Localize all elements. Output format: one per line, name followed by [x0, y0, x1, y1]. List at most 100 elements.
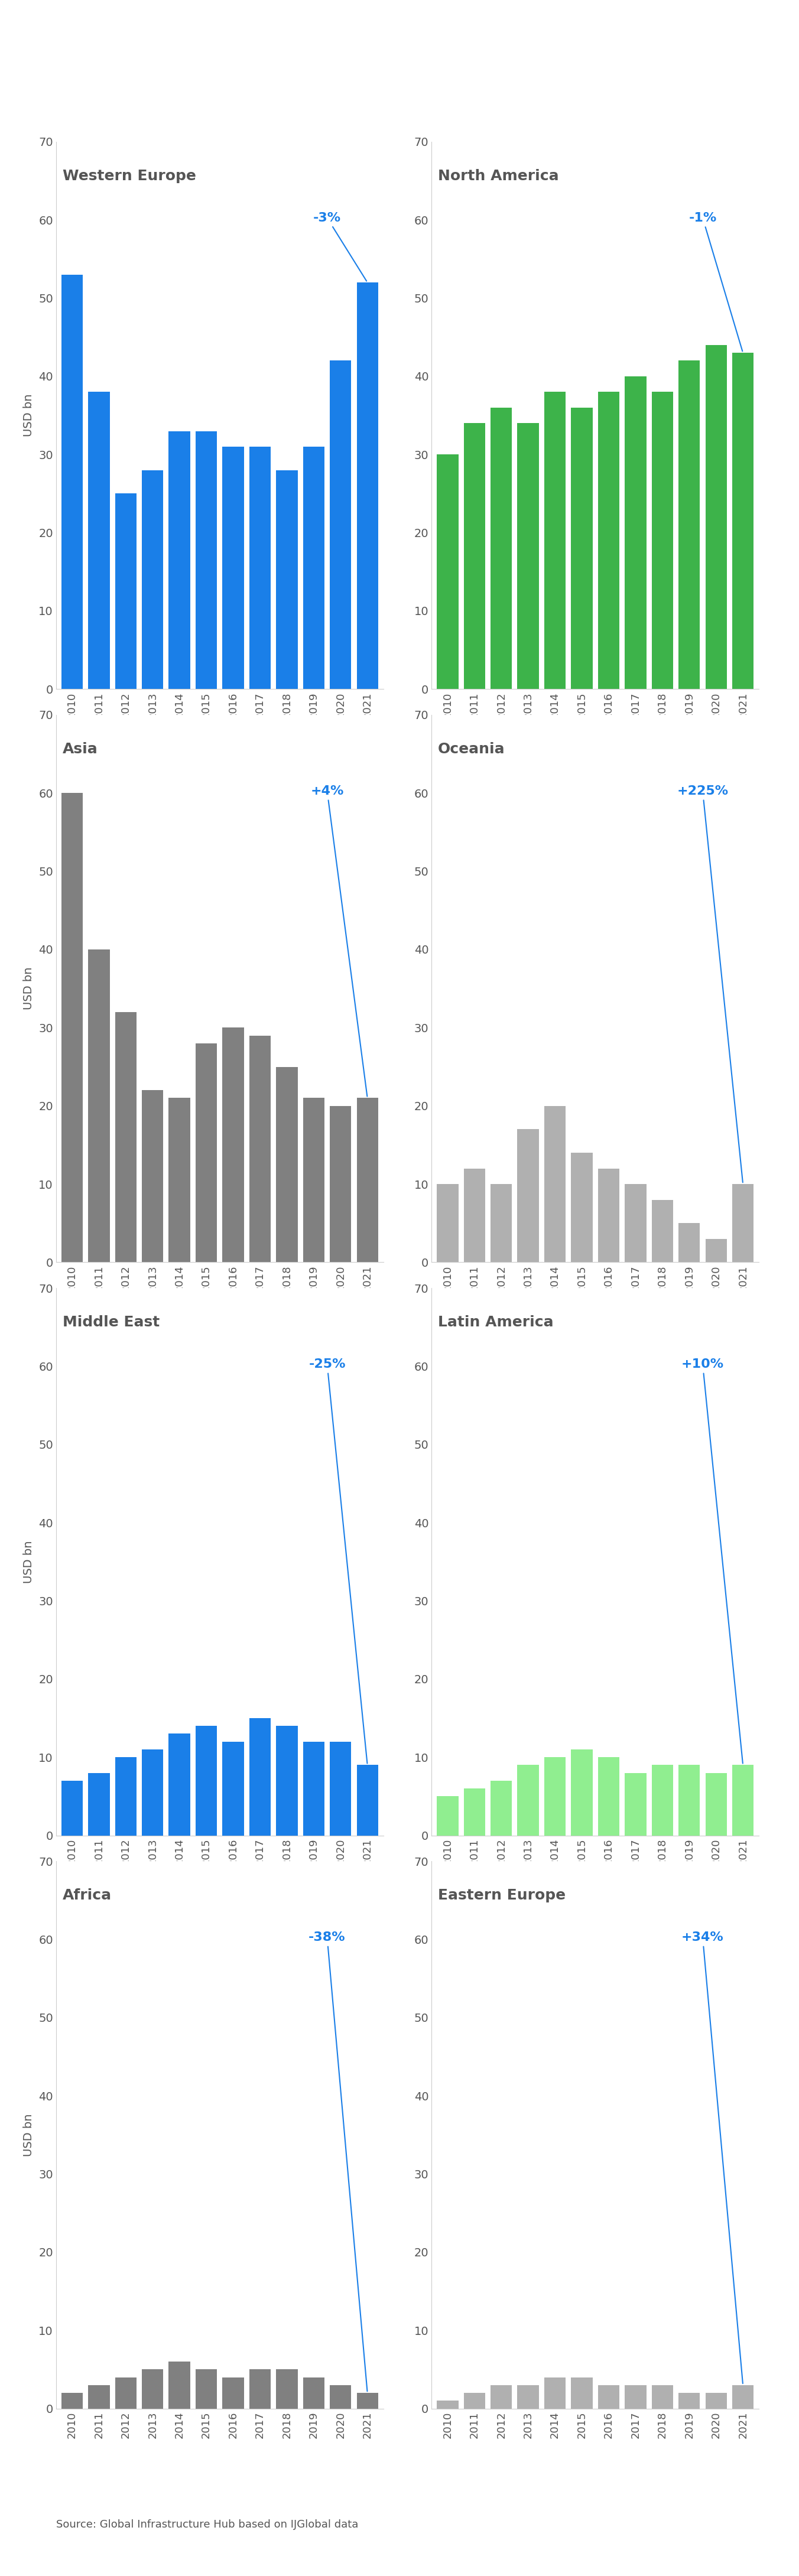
Bar	[276, 1726, 297, 1834]
Bar	[437, 453, 459, 688]
Bar	[330, 1741, 352, 1834]
Bar	[544, 392, 566, 688]
Bar	[463, 422, 485, 688]
Bar	[249, 2370, 271, 2409]
Bar	[88, 1772, 109, 1834]
Bar	[678, 1224, 700, 1262]
Bar	[652, 1200, 673, 1262]
Bar	[518, 1765, 539, 1834]
Bar	[249, 1718, 271, 1834]
Bar	[598, 2385, 619, 2409]
Bar	[222, 2378, 244, 2409]
Bar	[330, 2385, 352, 2409]
Bar	[678, 2393, 700, 2409]
Bar	[169, 1097, 190, 1262]
Bar	[732, 2385, 753, 2409]
Bar	[142, 2370, 163, 2409]
Bar	[571, 1154, 593, 1262]
Bar	[706, 345, 727, 688]
Bar	[115, 1012, 137, 1262]
Bar	[88, 2385, 109, 2409]
Bar	[303, 2378, 324, 2409]
Text: -25%: -25%	[308, 1358, 368, 1765]
Bar	[437, 2401, 459, 2409]
Y-axis label: USD bn: USD bn	[23, 966, 34, 1010]
Text: Africa: Africa	[62, 1888, 112, 1904]
Bar	[437, 1795, 459, 1834]
Bar	[678, 1765, 700, 1834]
Bar	[571, 2378, 593, 2409]
Text: +225%: +225%	[677, 786, 743, 1182]
Bar	[88, 951, 109, 1262]
Bar	[652, 392, 673, 688]
Text: +34%: +34%	[682, 1932, 743, 2383]
Bar	[463, 1170, 485, 1262]
Text: +4%: +4%	[311, 786, 368, 1097]
Y-axis label: USD bn: USD bn	[23, 1540, 34, 1584]
Bar	[544, 1757, 566, 1834]
Bar	[625, 1772, 646, 1834]
Text: Latin America: Latin America	[438, 1316, 554, 1329]
Text: -38%: -38%	[308, 1932, 368, 2391]
Bar	[169, 1734, 190, 1834]
Text: Source: Global Infrastructure Hub based on IJGlobal data: Source: Global Infrastructure Hub based …	[56, 2519, 358, 2530]
Bar	[222, 446, 244, 688]
Bar	[62, 276, 83, 688]
Bar	[598, 1757, 619, 1834]
Bar	[276, 471, 297, 688]
Bar	[491, 1185, 512, 1262]
Bar	[142, 471, 163, 688]
Bar	[652, 1765, 673, 1834]
Bar	[169, 2362, 190, 2409]
Bar	[598, 1170, 619, 1262]
Bar	[303, 1741, 324, 1834]
Bar	[732, 1765, 753, 1834]
Bar	[732, 1185, 753, 1262]
Bar	[115, 2378, 137, 2409]
Bar	[732, 353, 753, 688]
Bar	[625, 1185, 646, 1262]
Bar	[249, 1036, 271, 1262]
Bar	[303, 1097, 324, 1262]
Text: Middle East: Middle East	[62, 1316, 160, 1329]
Bar	[303, 446, 324, 688]
Bar	[276, 1066, 297, 1262]
Y-axis label: USD bn: USD bn	[23, 2112, 34, 2156]
Bar	[571, 407, 593, 688]
Text: Asia: Asia	[62, 742, 97, 757]
Bar	[518, 2385, 539, 2409]
Bar	[463, 1788, 485, 1834]
Bar	[330, 1105, 352, 1262]
Bar	[196, 1043, 217, 1262]
Text: -3%: -3%	[313, 211, 367, 281]
Bar	[463, 2393, 485, 2409]
Bar	[222, 1741, 244, 1834]
Bar	[356, 1097, 378, 1262]
Bar	[678, 361, 700, 688]
Text: +10%: +10%	[682, 1358, 743, 1765]
Bar	[544, 2378, 566, 2409]
Bar	[706, 1772, 727, 1834]
Bar	[598, 392, 619, 688]
Bar	[62, 793, 83, 1262]
Text: Western Europe: Western Europe	[62, 170, 196, 183]
Bar	[115, 1757, 137, 1834]
Bar	[706, 1239, 727, 1262]
Text: Eastern Europe: Eastern Europe	[438, 1888, 566, 1904]
Bar	[652, 2385, 673, 2409]
Bar	[276, 2370, 297, 2409]
Bar	[249, 446, 271, 688]
Text: Oceania: Oceania	[438, 742, 505, 757]
Bar	[491, 2385, 512, 2409]
Bar	[625, 2385, 646, 2409]
Bar	[571, 1749, 593, 1834]
Bar	[88, 392, 109, 688]
Bar	[222, 1028, 244, 1262]
Bar	[625, 376, 646, 688]
Bar	[356, 1765, 378, 1834]
Bar	[356, 283, 378, 688]
Bar	[706, 2393, 727, 2409]
Bar	[196, 2370, 217, 2409]
Bar	[437, 1185, 459, 1262]
Bar	[62, 1780, 83, 1834]
